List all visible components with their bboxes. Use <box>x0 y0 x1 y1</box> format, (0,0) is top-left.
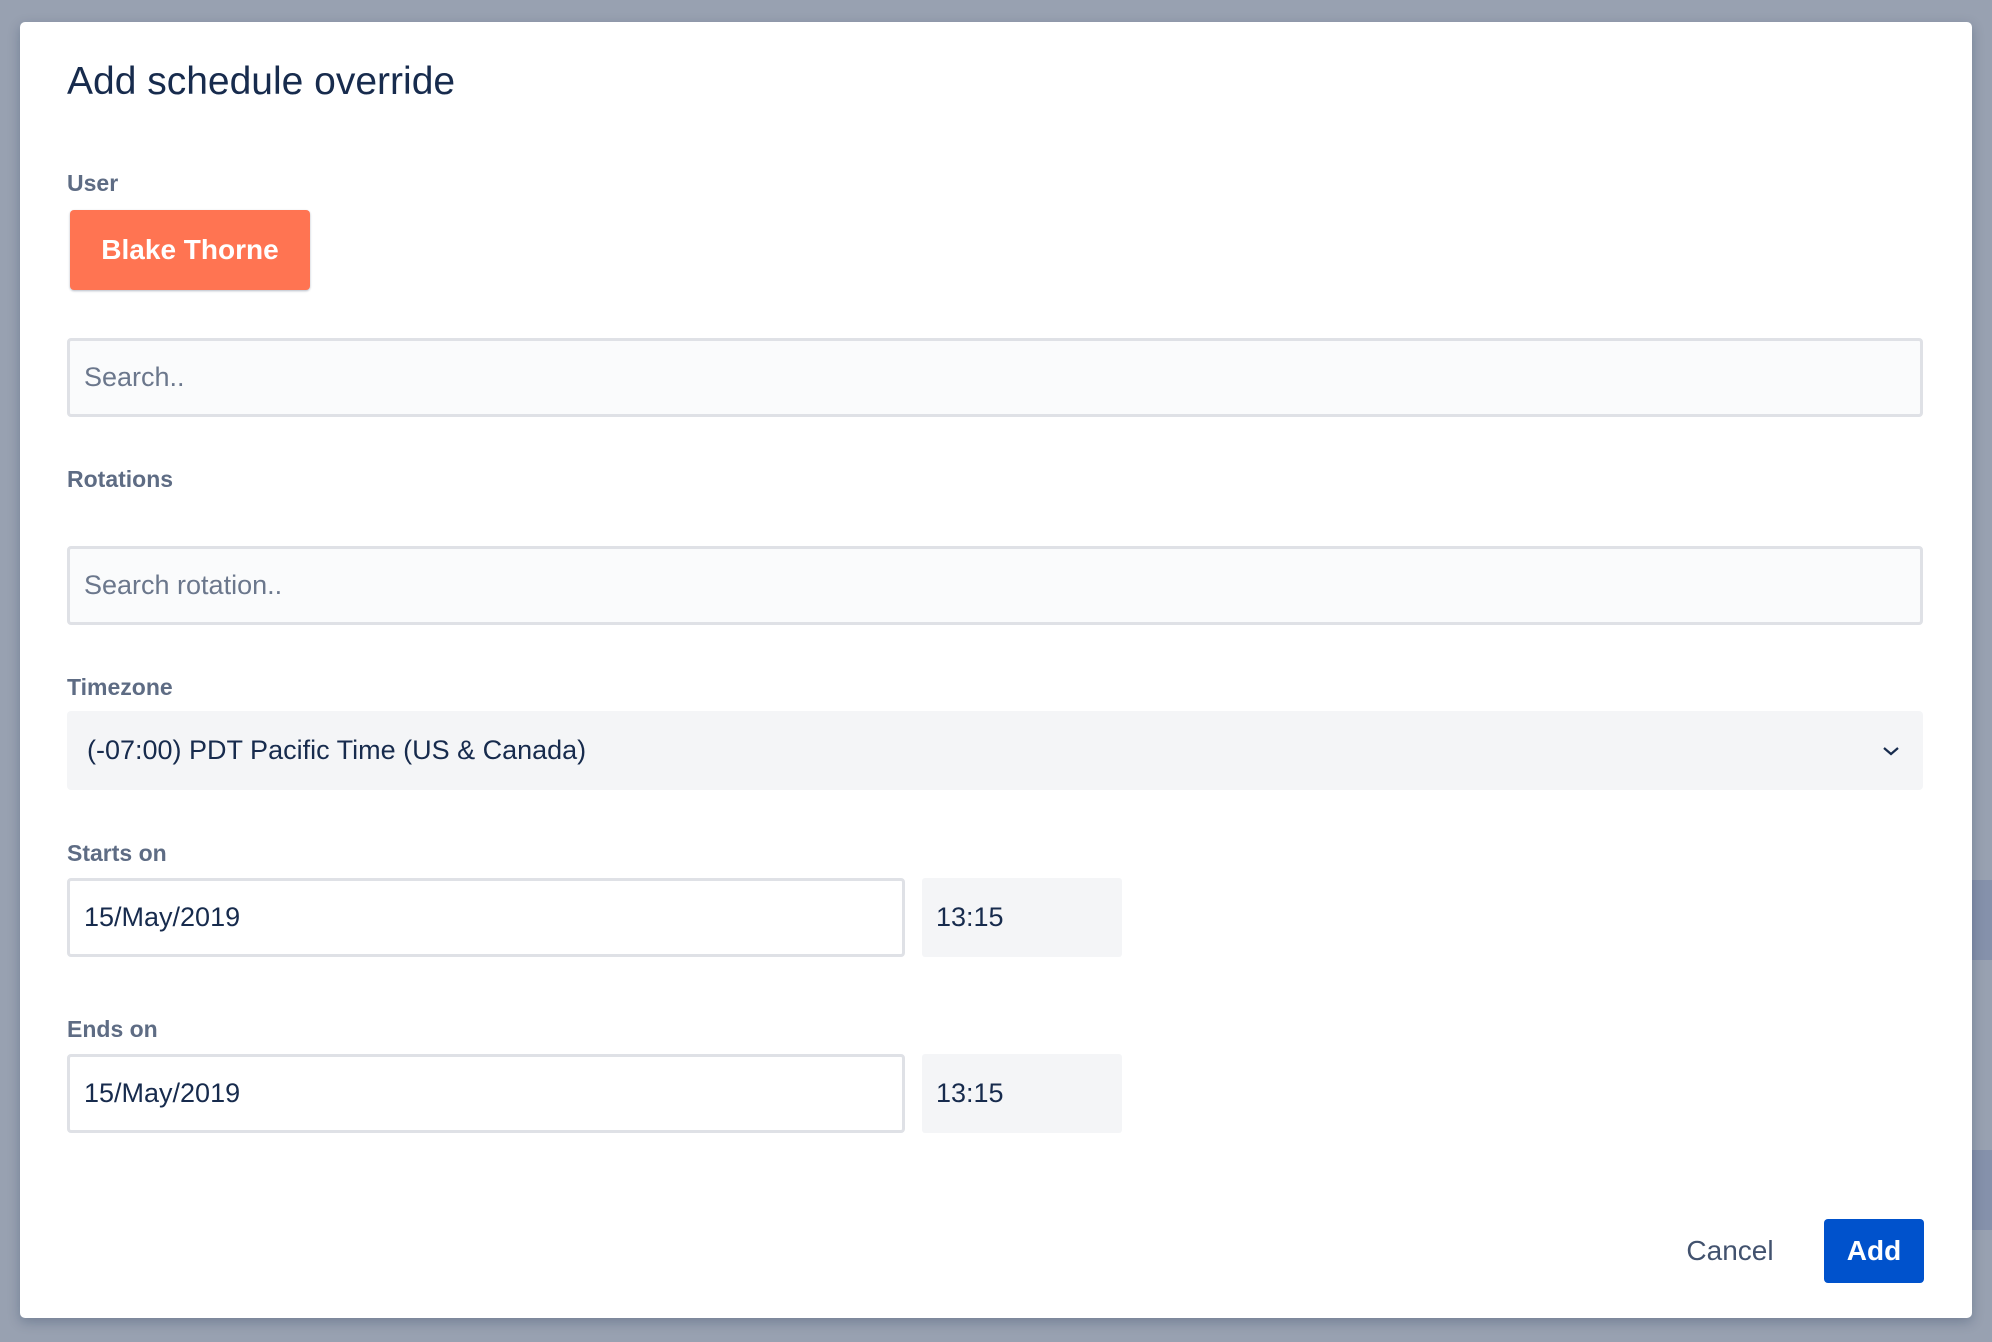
user-search-input[interactable] <box>67 338 1923 417</box>
starts-on-label: Starts on <box>67 840 167 866</box>
start-date-input[interactable] <box>67 878 905 957</box>
user-label: User <box>67 170 119 196</box>
timezone-value: (-07:00) PDT Pacific Time (US & Canada) <box>87 735 587 765</box>
timezone-select[interactable]: (-07:00) PDT Pacific Time (US & Canada) <box>67 711 1923 790</box>
add-schedule-override-dialog: Add schedule override User Blake Thorne … <box>20 22 1972 1318</box>
ends-on-label: Ends on <box>67 1016 158 1042</box>
add-button[interactable]: Add <box>1824 1219 1924 1283</box>
cancel-button[interactable]: Cancel <box>1670 1219 1790 1283</box>
selected-user-chip[interactable]: Blake Thorne <box>70 210 310 290</box>
chevron-down-icon <box>1883 746 1899 755</box>
timezone-label: Timezone <box>67 674 173 700</box>
end-date-input[interactable] <box>67 1054 905 1133</box>
background-row <box>1972 880 1992 960</box>
rotation-search-input[interactable] <box>67 546 1923 625</box>
start-time-input[interactable]: 13:15 <box>922 878 1122 957</box>
rotations-label: Rotations <box>67 466 174 492</box>
end-time-input[interactable]: 13:15 <box>922 1054 1122 1133</box>
background-row <box>1972 1150 1992 1230</box>
dialog-title: Add schedule override <box>67 60 456 103</box>
